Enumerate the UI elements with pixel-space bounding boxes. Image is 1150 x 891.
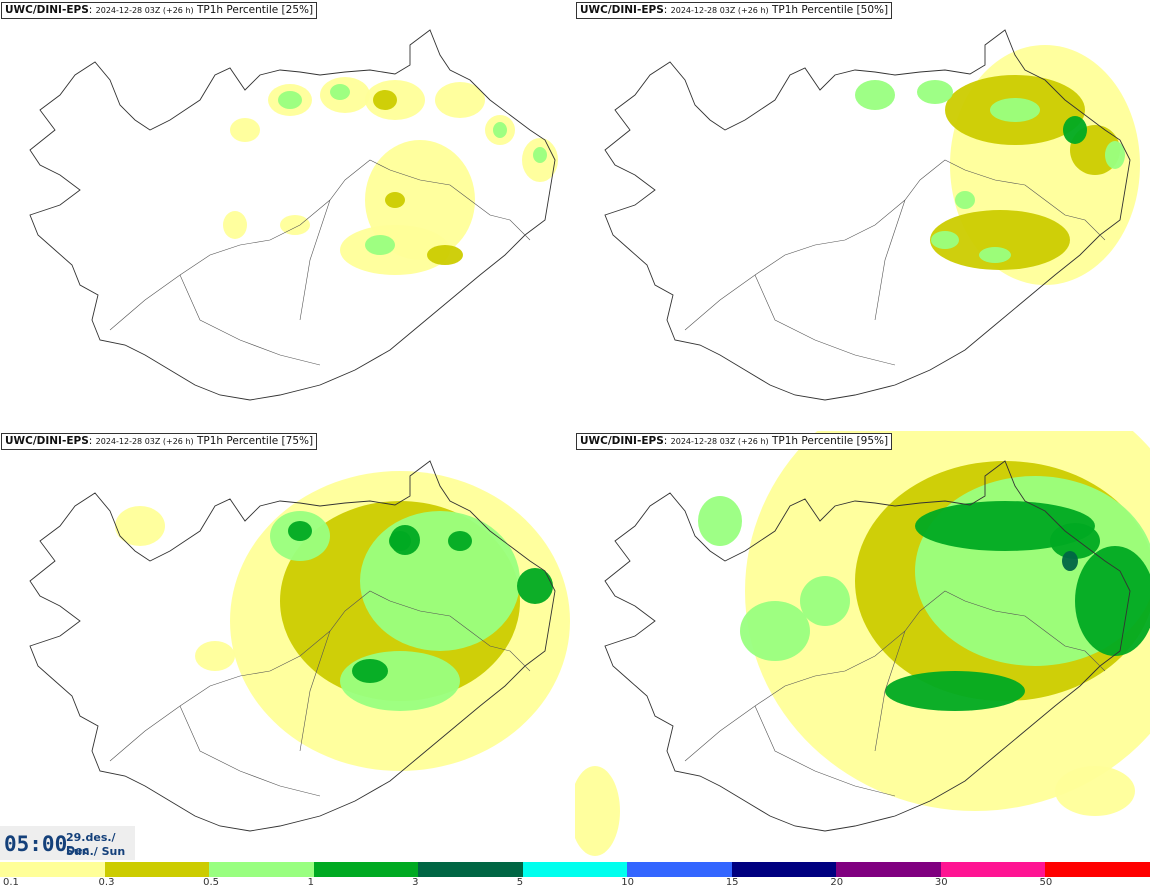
- panel-title: UWC/DINI-EPS: 2024-12-28 03Z (+26 h) TP1…: [1, 433, 318, 450]
- colorbar-label: 15: [725, 877, 739, 888]
- panel-title: UWC/DINI-EPS: 2024-12-28 03Z (+26 h) TP1…: [576, 433, 893, 450]
- valid-time-box: 05:00 29.des./ Dec Sun./ Sun: [0, 826, 135, 860]
- colorbar-labels: 0.1 0.3 0.5 1 3 5 10 15 20 30 50: [0, 877, 1150, 891]
- colorbar-segment: [313, 862, 419, 877]
- colorbar-segment: [0, 862, 105, 877]
- map-canvas: [29, 29, 558, 401]
- colorbar-segment: [836, 862, 941, 877]
- coastline: [29, 29, 556, 401]
- colorbar-segment: [1045, 862, 1150, 877]
- valid-day: Sun./ Sun: [66, 845, 126, 858]
- colorbar-label: 0.1: [3, 877, 19, 888]
- colorbar-label: 0.5: [203, 877, 219, 888]
- map-panel-p95: UWC/DINI-EPS: 2024-12-28 03Z (+26 h) TP1…: [575, 431, 1150, 861]
- colorbar-segment: [627, 862, 732, 877]
- colorbar-label: 10: [621, 877, 634, 888]
- colorbar-label: 30: [934, 877, 948, 888]
- road-network: [684, 590, 1106, 797]
- precip-field: [223, 77, 558, 275]
- colorbar-segment: [209, 862, 314, 877]
- colorbar-segment: [104, 862, 210, 877]
- precip-field: [855, 45, 1140, 285]
- coastline: [29, 460, 556, 832]
- precip-colorbar: [0, 862, 1150, 877]
- map-canvas: [575, 431, 1150, 856]
- colorbar-segment: [731, 862, 837, 877]
- coastline: [604, 29, 1131, 401]
- colorbar-label: 0.3: [98, 877, 115, 888]
- panel-title: UWC/DINI-EPS: 2024-12-28 03Z (+26 h) TP1…: [576, 2, 893, 19]
- map-canvas: [604, 29, 1140, 401]
- colorbar-label: 50: [1039, 877, 1053, 888]
- map-panel-p50: UWC/DINI-EPS: 2024-12-28 03Z (+26 h) TP1…: [575, 0, 1150, 430]
- map-panel-p75: UWC/DINI-EPS: 2024-12-28 03Z (+26 h) TP1…: [0, 431, 575, 861]
- map-canvas: [29, 460, 570, 832]
- road-network: [109, 159, 531, 366]
- valid-date: 29.des./ Dec: [66, 831, 116, 857]
- colorbar-segment: [418, 862, 523, 877]
- map-panel-p25: UWC/DINI-EPS: 2024-12-28 03Z (+26 h) TP1…: [0, 0, 575, 430]
- panel-title: UWC/DINI-EPS: 2024-12-28 03Z (+26 h) TP1…: [1, 2, 318, 19]
- coastline: [604, 460, 1131, 832]
- valid-time: 05:00: [4, 832, 68, 856]
- colorbar-segment: [522, 862, 628, 877]
- colorbar-segment: [940, 862, 1046, 877]
- precip-field: [115, 471, 570, 771]
- road-network: [109, 590, 531, 797]
- road-network: [684, 159, 1106, 366]
- colorbar-label: 3: [412, 877, 419, 888]
- colorbar-label: 20: [830, 877, 844, 888]
- precip-field: [575, 431, 1150, 856]
- colorbar-label: 1: [307, 877, 314, 888]
- colorbar-label: 5: [516, 877, 524, 888]
